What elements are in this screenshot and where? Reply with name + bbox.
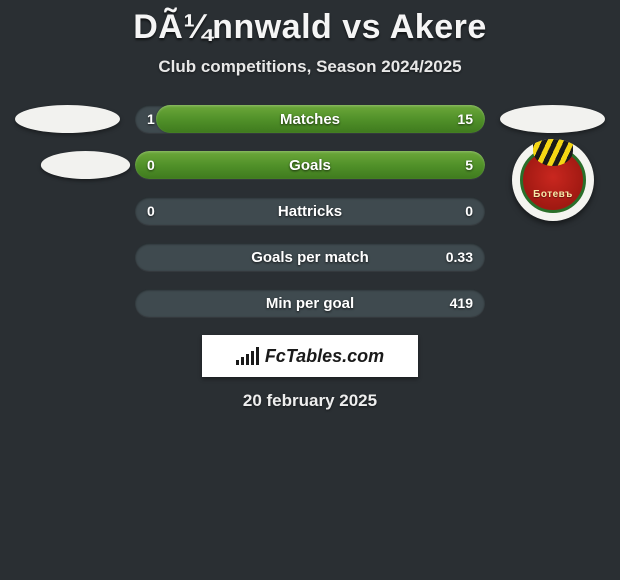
stat-row: 115Matches xyxy=(0,105,620,133)
spacer xyxy=(500,289,605,317)
stat-pill: 0.33Goals per match xyxy=(135,243,485,271)
spacer xyxy=(15,289,120,317)
bar-icon xyxy=(256,347,259,365)
stat-row: 419Min per goal xyxy=(0,289,620,317)
subtitle: Club competitions, Season 2024/2025 xyxy=(0,57,620,77)
stat-value-right: 0 xyxy=(465,197,473,225)
spacer xyxy=(500,243,605,271)
badge-slot: Ботевъ xyxy=(500,151,605,179)
date-text: 20 february 2025 xyxy=(0,391,620,411)
shield-stripes-icon xyxy=(533,139,573,166)
stats-container: 115Matches05GoalsБотевъ00Hattricks0.33Go… xyxy=(0,105,620,317)
stat-pill: 05Goals xyxy=(135,151,485,179)
stat-fill xyxy=(135,151,485,179)
stat-row: 05GoalsБотевъ xyxy=(0,151,620,179)
bar-icon xyxy=(236,360,239,365)
stat-label: Goals per match xyxy=(135,243,485,271)
spacer xyxy=(15,197,120,225)
attribution-text: FcTables.com xyxy=(265,346,384,367)
player-ellipse-left xyxy=(15,105,120,133)
stat-value-right: 5 xyxy=(465,151,473,179)
stat-label: Hattricks xyxy=(135,197,485,225)
infographic: DÃ¼nnwald vs Akere Club competitions, Se… xyxy=(0,0,620,411)
stat-value-right: 15 xyxy=(457,105,473,133)
stat-label: Min per goal xyxy=(135,289,485,317)
stat-value-left: 1 xyxy=(147,105,155,133)
stat-pill: 0 0Hattricks xyxy=(135,197,485,225)
page-title: DÃ¼nnwald vs Akere xyxy=(0,8,620,47)
stat-row: 0 0Hattricks xyxy=(0,197,620,225)
stat-value-left: 0 xyxy=(147,151,155,179)
spacer xyxy=(500,197,605,225)
bar-icon xyxy=(251,351,254,365)
attribution-box: FcTables.com xyxy=(202,335,418,377)
player-ellipse-left xyxy=(41,151,130,179)
stat-value-right: 419 xyxy=(450,289,473,317)
stat-value-left: 0 xyxy=(147,197,155,225)
spacer xyxy=(15,243,120,271)
stat-pill: 115Matches xyxy=(135,105,485,133)
bars-icon xyxy=(236,347,259,365)
stat-fill xyxy=(156,105,485,133)
bar-icon xyxy=(241,357,244,365)
stat-pill: 419Min per goal xyxy=(135,289,485,317)
player-ellipse-right xyxy=(500,105,605,133)
stat-row: 0.33Goals per match xyxy=(0,243,620,271)
bar-icon xyxy=(246,354,249,365)
stat-value-right: 0.33 xyxy=(446,243,473,271)
